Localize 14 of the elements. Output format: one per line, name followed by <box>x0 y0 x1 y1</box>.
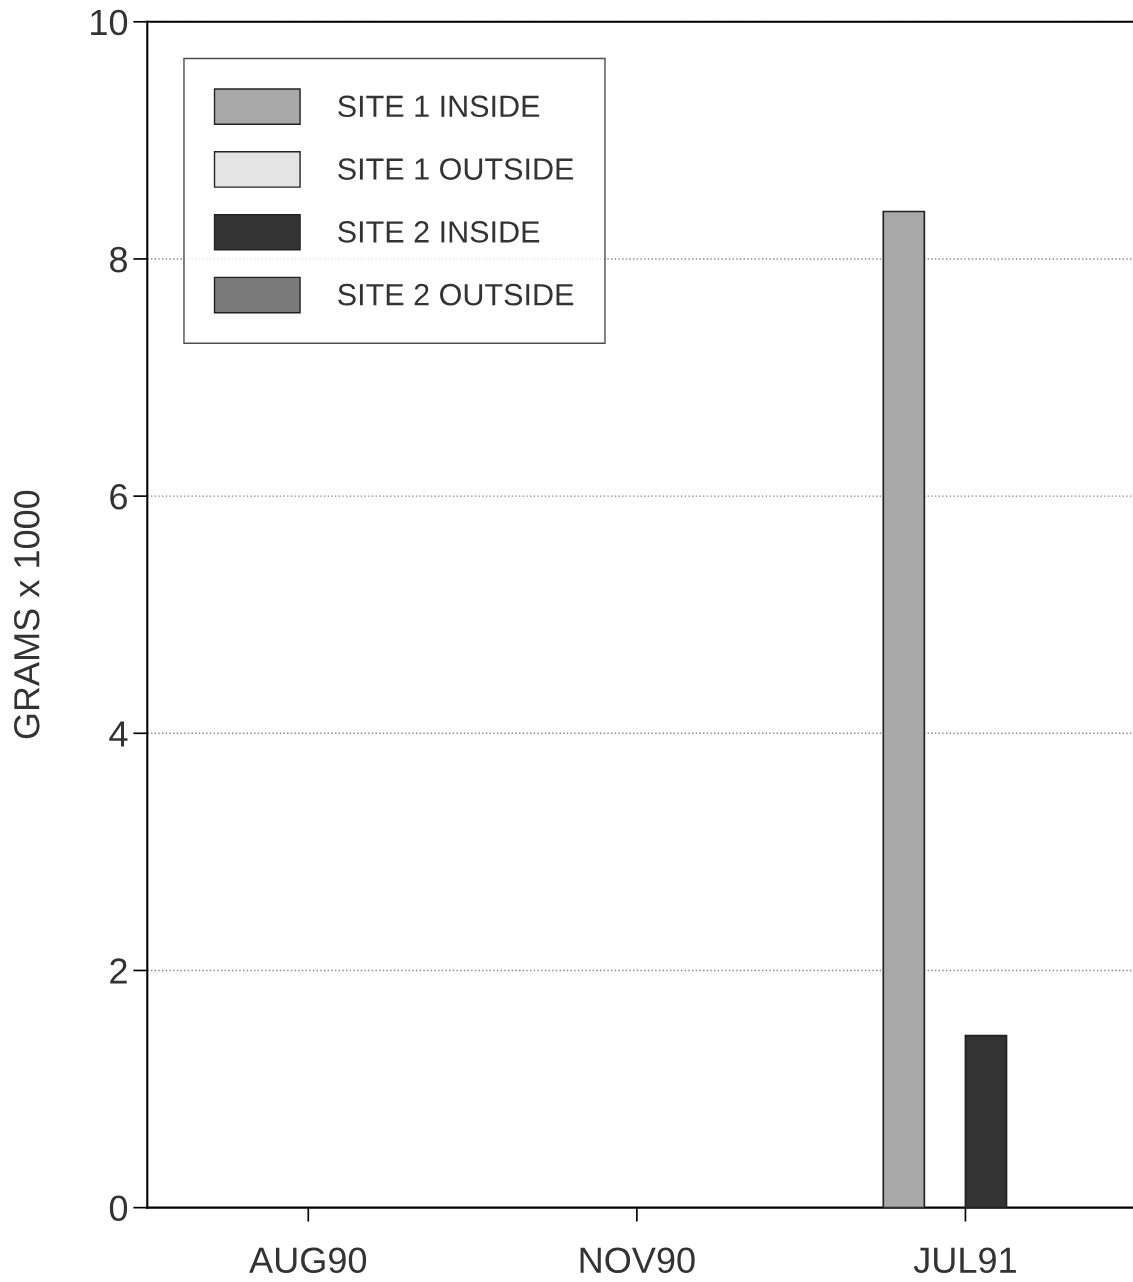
legend-label: SITE 1 OUTSIDE <box>338 158 574 180</box>
x-tick-label: JUL91 <box>913 1247 1016 1274</box>
x-tick-label: AUG90 <box>249 1247 367 1274</box>
y-tick-label: 0 <box>109 1195 128 1222</box>
legend-label: SITE 2 INSIDE <box>338 221 540 243</box>
legend-label: SITE 2 OUTSIDE <box>338 283 574 306</box>
legend-label: SITE 1 INSIDE <box>338 95 540 118</box>
y-tick-label: 2 <box>110 958 127 984</box>
y-tick-label: 8 <box>110 246 127 273</box>
x-tick-label: NOV90 <box>580 1247 695 1274</box>
y-tick-label: 6 <box>110 484 127 510</box>
y-tick-label: 10 <box>91 9 128 36</box>
y-tick-label: 4 <box>109 721 128 747</box>
y-axis-title: GRAMS x 1000 <box>14 490 40 739</box>
